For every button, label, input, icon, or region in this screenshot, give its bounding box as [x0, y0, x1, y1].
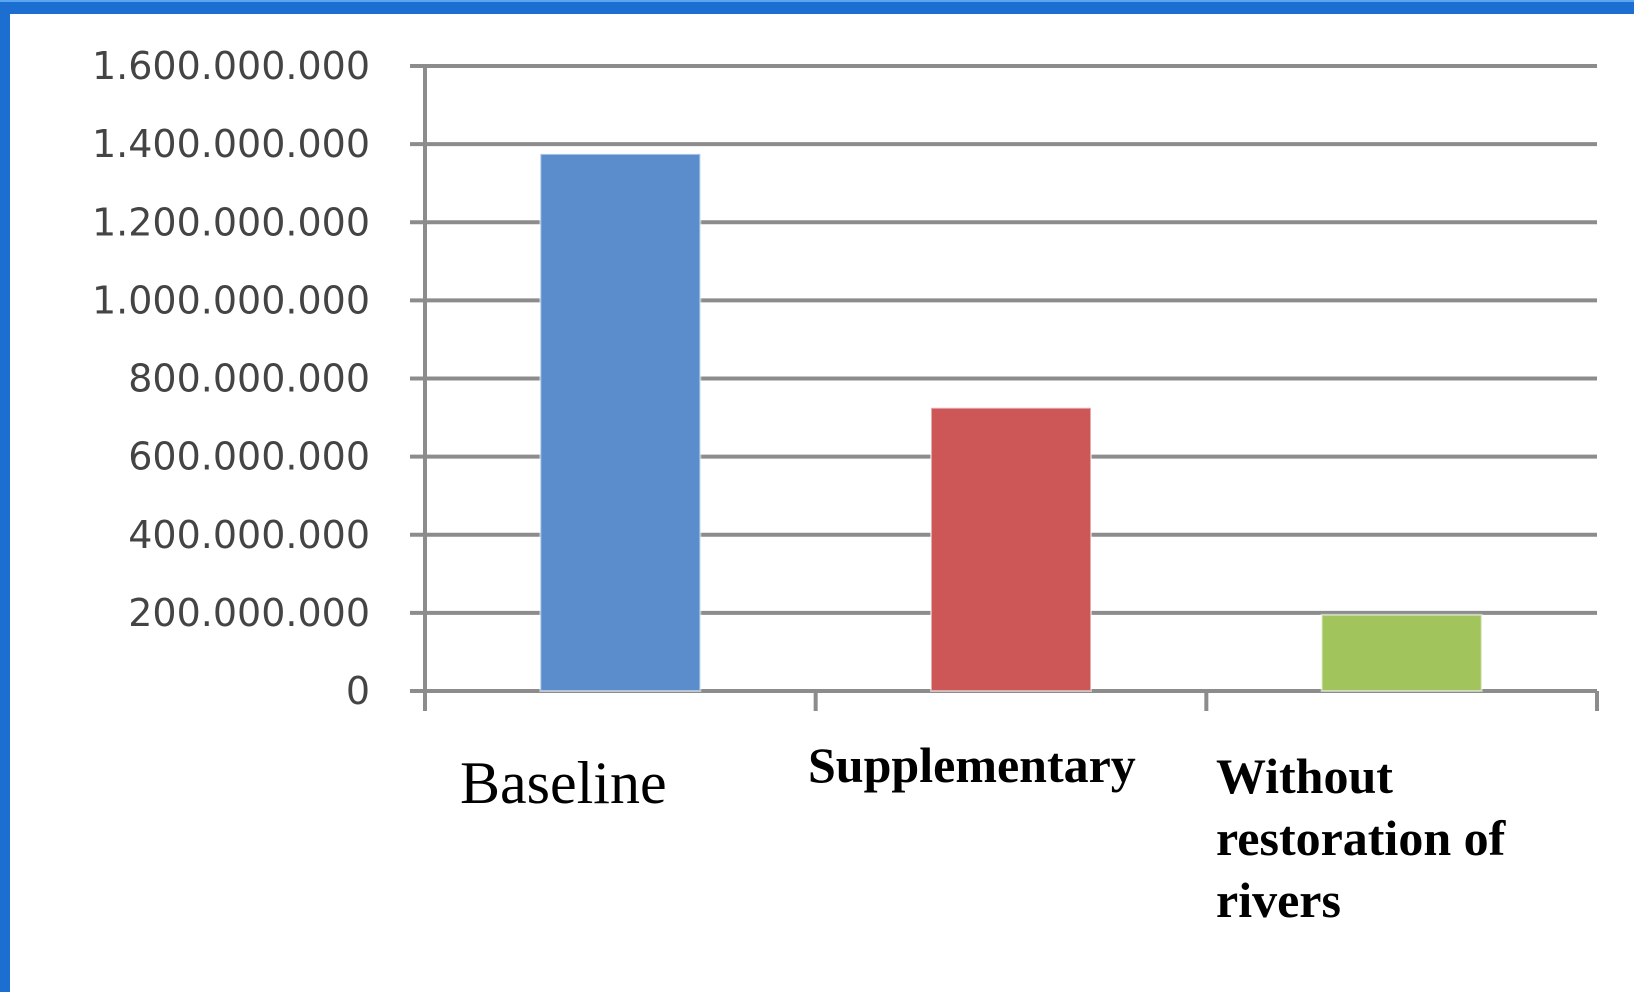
x-tick-label-supplementary: Supplementary	[808, 734, 1136, 796]
y-tick-label: 800.000.000	[128, 357, 370, 401]
y-tick-label: 400.000.000	[128, 513, 370, 557]
x-tick-label-without-restoration: Without restoration of rivers	[1216, 745, 1546, 931]
y-tick-labels: 0 200.000.000 400.000.000 600.000.000 800.00…	[92, 44, 370, 713]
y-tick-label: 600.000.000	[128, 435, 370, 479]
bar-baseline	[539, 152, 702, 692]
x-tick-label-line: Without	[1216, 748, 1393, 804]
y-tick-label: 1.600.000.000	[92, 44, 370, 88]
x-tick-label-line: Baseline	[460, 750, 667, 816]
x-tick-label-line: restoration of	[1216, 810, 1506, 866]
bars	[539, 152, 1483, 692]
x-tick-label-baseline: Baseline	[460, 752, 667, 814]
bar-supplementary	[930, 406, 1092, 692]
y-tick-label: 1.400.000.000	[92, 122, 370, 166]
y-tick-label: 1.000.000.000	[92, 278, 370, 322]
y-tick-label: 1.200.000.000	[92, 200, 370, 244]
y-tick-label: 0	[346, 669, 370, 713]
x-tick-label-line: Supplementary	[808, 737, 1136, 793]
x-tick-label-line: rivers	[1216, 872, 1341, 928]
y-tick-label: 200.000.000	[128, 591, 370, 635]
bar-without-restoration-of-rivers	[1320, 613, 1483, 692]
